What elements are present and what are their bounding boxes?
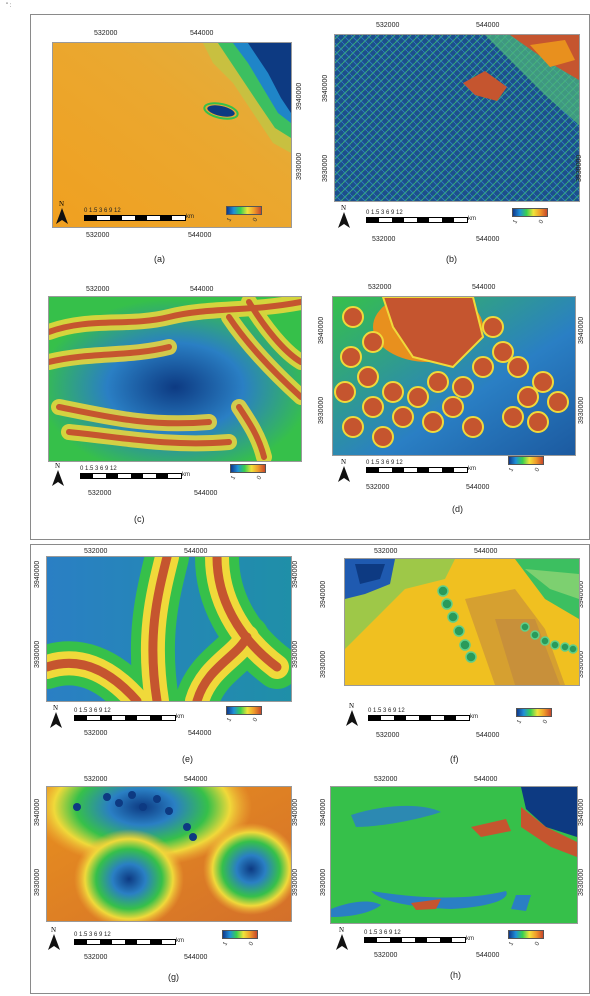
y-coord-bottom: 3930000 — [34, 640, 41, 668]
x-coord-left: 532000 — [84, 776, 108, 783]
x-coord-right-bottom: 544000 — [476, 236, 500, 243]
map-g — [46, 786, 292, 922]
y-coord-bottom: 3930000 — [322, 154, 329, 182]
map-f — [344, 558, 580, 686]
panel-d: 532000 544000 3940000 3930000 3940000 39… — [318, 284, 585, 514]
y-coord-top: 3940000 — [320, 798, 327, 826]
x-coord-right: 544000 — [184, 548, 208, 555]
north-arrow: N — [56, 200, 68, 224]
x-coord-right: 544000 — [190, 30, 214, 37]
y-coord-top: 3940000 — [34, 798, 41, 826]
y-coord-bottom: 3930000 — [320, 868, 327, 896]
panel-e: 532000 544000 3940000 3930000 3940000 39… — [34, 548, 299, 764]
map-a — [52, 42, 292, 228]
x-coord-left-bottom: 532000 — [374, 952, 398, 959]
map-c — [48, 296, 302, 462]
caption-h: (h) — [450, 970, 461, 980]
x-coord-right-bottom: 544000 — [188, 232, 212, 239]
caption-b: (b) — [446, 254, 457, 264]
panel-b: 532000 544000 3940000 3930000 3930000 N … — [322, 22, 583, 264]
x-coord-left-bottom: 532000 — [84, 954, 108, 961]
x-coord-right: 544000 — [184, 776, 208, 783]
x-coord-left-bottom: 532000 — [88, 490, 112, 497]
x-coord-right: 544000 — [476, 22, 500, 29]
y-coord-bottom: 3930000 — [320, 650, 327, 678]
x-coord-left: 532000 — [94, 30, 118, 37]
x-coord-left: 532000 — [376, 22, 400, 29]
x-coord-left: 532000 — [374, 548, 398, 555]
x-coord-left-bottom: 532000 — [372, 236, 396, 243]
x-coord-left-bottom: 532000 — [84, 730, 108, 737]
x-coord-right-bottom: 544000 — [188, 730, 212, 737]
x-coord-right: 544000 — [474, 548, 498, 555]
y-coord-top: 3940000 — [320, 580, 327, 608]
caption-f: (f) — [450, 754, 459, 764]
y-coord-top-right: 3940000 — [578, 316, 585, 344]
north-arrow: N — [48, 926, 60, 950]
caption-e: (e) — [182, 754, 193, 764]
y-coord-bottom-right: 3930000 — [578, 868, 585, 896]
map-h — [330, 786, 578, 924]
panel-a: 532000 544000 3940000 3930000 N 0 1.5 3 — [34, 30, 303, 270]
x-coord-left-bottom: 532000 — [376, 732, 400, 739]
north-arrow: N — [346, 702, 358, 726]
x-coord-right-bottom: 544000 — [476, 732, 500, 739]
caption-a: (a) — [154, 254, 165, 264]
north-arrow: N — [336, 926, 348, 950]
x-coord-left-bottom: 532000 — [366, 484, 390, 491]
map-b — [334, 34, 580, 202]
north-arrow: N — [338, 458, 350, 482]
north-arrow: N — [338, 204, 350, 228]
x-coord-right-bottom: 544000 — [184, 954, 208, 961]
y-coord-bottom-right: 3930000 — [576, 154, 583, 182]
x-coord-left-bottom: 532000 — [86, 232, 110, 239]
y-coord-bottom-right: 3930000 — [292, 868, 299, 896]
y-coord-top: 3940000 — [34, 560, 41, 588]
y-coord-bottom-right: 3930000 — [578, 396, 585, 424]
x-coord-left: 532000 — [374, 776, 398, 783]
y-coord-bottom: 3930000 — [296, 152, 303, 180]
caption-d: (d) — [452, 504, 463, 514]
map-d — [332, 296, 576, 456]
y-coord-top-right: 3940000 — [292, 798, 299, 826]
y-coord-bottom: 3930000 — [34, 868, 41, 896]
north-arrow: N — [52, 462, 64, 486]
y-coord-top-right: 3940000 — [578, 798, 585, 826]
north-arrow: N — [50, 704, 62, 728]
y-coord-top: 3940000 — [322, 74, 329, 102]
panel-c: 532000 544000 — [34, 286, 304, 526]
x-coord-left: 532000 — [86, 286, 110, 293]
y-coord-bottom-right: 3930000 — [292, 640, 299, 668]
x-coord-right-bottom: 544000 — [194, 490, 218, 497]
y-coord-bottom: 3930000 — [318, 396, 325, 424]
x-coord-right-bottom: 544000 — [476, 952, 500, 959]
x-coord-right: 544000 — [474, 776, 498, 783]
panel-h: 532000 544000 3940000 3930000 3940000 39… — [320, 776, 585, 980]
x-coord-left: 532000 — [84, 548, 108, 555]
panel-g: 532000 544000 3940000 3930000 3940000 39… — [34, 776, 304, 992]
caption-g: (g) — [168, 972, 179, 982]
y-coord-top: 3940000 — [296, 82, 303, 110]
corner-mark: " : — [6, 3, 12, 9]
panel-f: 532000 544000 3940000 3930000 3940000 39… — [320, 548, 585, 764]
x-coord-right: 544000 — [190, 286, 214, 293]
y-coord-top: 3940000 — [318, 316, 325, 344]
x-coord-right: 544000 — [472, 284, 496, 291]
caption-c: (c) — [134, 514, 145, 524]
x-coord-right-bottom: 544000 — [466, 484, 490, 491]
y-coord-top-right: 3940000 — [292, 560, 299, 588]
map-e — [46, 556, 292, 702]
x-coord-left: 532000 — [368, 284, 392, 291]
